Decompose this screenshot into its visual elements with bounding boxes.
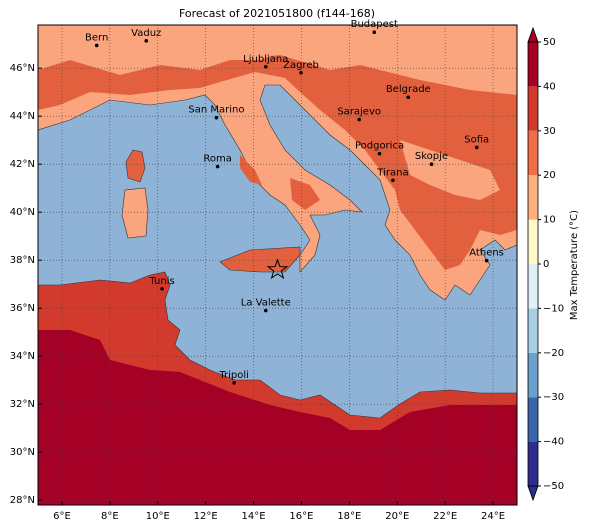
city-dot — [144, 39, 149, 43]
alps-mild — [55, 28, 300, 60]
city-dot — [357, 117, 361, 122]
colorbar-label: Max Temperature (°C) — [569, 210, 580, 320]
colorbar-tick-label: 30 — [543, 126, 556, 137]
y-tick-label: 34°N — [10, 351, 35, 362]
colorbar-tick-label: −30 — [543, 392, 564, 403]
y-tick-label: 38°N — [10, 255, 35, 266]
x-tick-label: 24°E — [481, 511, 505, 522]
city-label: Vaduz — [131, 28, 161, 39]
colorbar-tick-label: 20 — [543, 170, 556, 181]
city-label: Tirana — [376, 167, 408, 178]
city-label: La Valette — [241, 298, 291, 309]
colorbar-segment — [528, 86, 538, 131]
city-label: Bern — [85, 32, 108, 43]
colorbar-tick-label: −10 — [543, 303, 564, 314]
x-tick-label: 14°E — [242, 511, 266, 522]
colorbar-segment — [528, 264, 538, 309]
grid — [38, 25, 517, 505]
x-tick-label: 6°E — [53, 511, 71, 522]
europe-warm — [38, 55, 517, 270]
map-area — [38, 25, 517, 505]
colorbar-segment — [528, 130, 538, 176]
city-label: Roma — [203, 154, 232, 165]
colorbar-tick-label: 0 — [543, 259, 549, 270]
city-label: Belgrade — [386, 84, 431, 95]
city-dot — [299, 70, 303, 75]
map-frame — [37, 24, 518, 506]
colorbar-tick-label: 10 — [543, 215, 556, 226]
city-dot — [160, 286, 164, 291]
x-tick-label: 8°E — [101, 511, 119, 522]
city-dot — [94, 43, 99, 48]
city-dot — [263, 64, 268, 69]
city-label: Athens — [469, 248, 504, 259]
y-tick-label: 46°N — [10, 63, 35, 74]
y-tick-label: 44°N — [10, 111, 35, 122]
city-dot — [391, 178, 395, 183]
city-label: Skopje — [415, 151, 448, 162]
y-tick-label: 42°N — [10, 159, 35, 170]
balkan-mild — [400, 140, 500, 200]
colorbar-extend-top — [527, 26, 539, 43]
colorbar-tick-label: −40 — [543, 437, 564, 448]
city-dot — [377, 151, 382, 156]
x-tick-label: 22°E — [433, 511, 457, 522]
colorbar-segment — [528, 175, 538, 220]
colorbar-segment — [528, 397, 538, 442]
colorbar-tick-label: −50 — [543, 481, 564, 492]
italy-warm — [240, 155, 320, 210]
y-tick-label: 28°N — [10, 495, 35, 506]
colorbar-segment — [528, 42, 538, 87]
y-tick-label: 36°N — [10, 303, 35, 314]
city-dot — [214, 115, 219, 120]
x-tick-label: 18°E — [337, 511, 361, 522]
corsica — [125, 149, 146, 183]
y-tick-label: 40°N — [10, 207, 35, 218]
colorbar-tick-label: 50 — [543, 37, 556, 48]
x-tick-label: 12°E — [194, 511, 218, 522]
colorbar-tick-label: −20 — [543, 348, 564, 359]
sardinia — [121, 187, 149, 239]
city-label: Podgorica — [355, 141, 404, 152]
colorbar-segment — [528, 308, 538, 353]
city-label: Sofia — [464, 134, 489, 145]
x-tick-label: 10°E — [146, 511, 170, 522]
city-label: Tunis — [148, 276, 174, 287]
colorbar-segment — [528, 219, 538, 264]
colorbar-tick-label: 40 — [543, 81, 556, 92]
city-label: San Marino — [188, 105, 244, 116]
city-label: Sarajevo — [337, 107, 381, 118]
y-tick-label: 30°N — [10, 447, 35, 458]
city-label: Ljubljana — [243, 54, 288, 65]
city-dot — [484, 258, 489, 263]
city-label: Zagreb — [283, 60, 319, 71]
colorbar-segment — [528, 441, 538, 486]
overlay: 6°E 8°E 10°E 12°E 14°E 16°E 18°E 20°E 22°E 24°E 28… — [10, 19, 564, 522]
colorbar-segment — [528, 352, 538, 398]
x-tick-label: 16°E — [289, 511, 313, 522]
city-dot — [232, 381, 236, 385]
city-dot — [372, 30, 377, 34]
y-tick-label: 32°N — [10, 399, 35, 410]
city-dot — [406, 95, 411, 100]
location-star — [266, 258, 289, 280]
city-dot — [215, 164, 220, 169]
x-tick-label: 20°E — [385, 511, 409, 522]
city-label: Tripoli — [218, 370, 249, 381]
colorbar-extend-bottom — [527, 485, 539, 502]
city-dot — [474, 145, 479, 150]
map-title: Forecast of 2021051800 (f144-168) — [179, 7, 375, 20]
city-dot — [263, 308, 268, 313]
city-dot — [429, 162, 434, 166]
